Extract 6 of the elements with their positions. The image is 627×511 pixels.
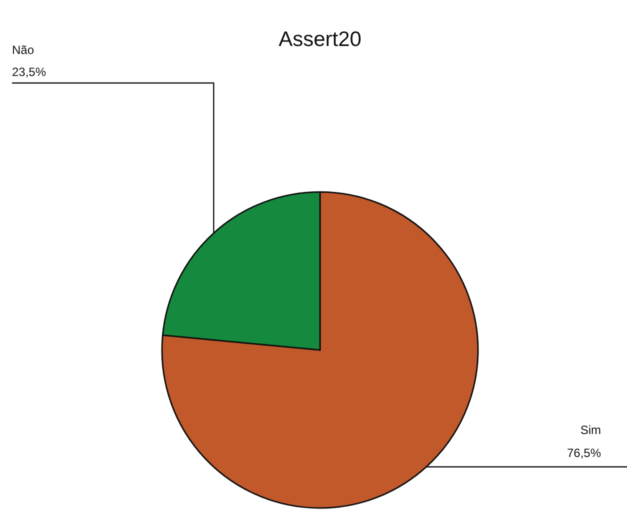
data-label: 76,5% <box>566 446 602 460</box>
slice-label: Não <box>12 43 34 57</box>
pie-slice <box>161 191 479 509</box>
chart-title: Assert20 <box>278 28 362 51</box>
slice-label: Sim <box>580 422 601 437</box>
data-label: 23,5% <box>12 65 46 79</box>
